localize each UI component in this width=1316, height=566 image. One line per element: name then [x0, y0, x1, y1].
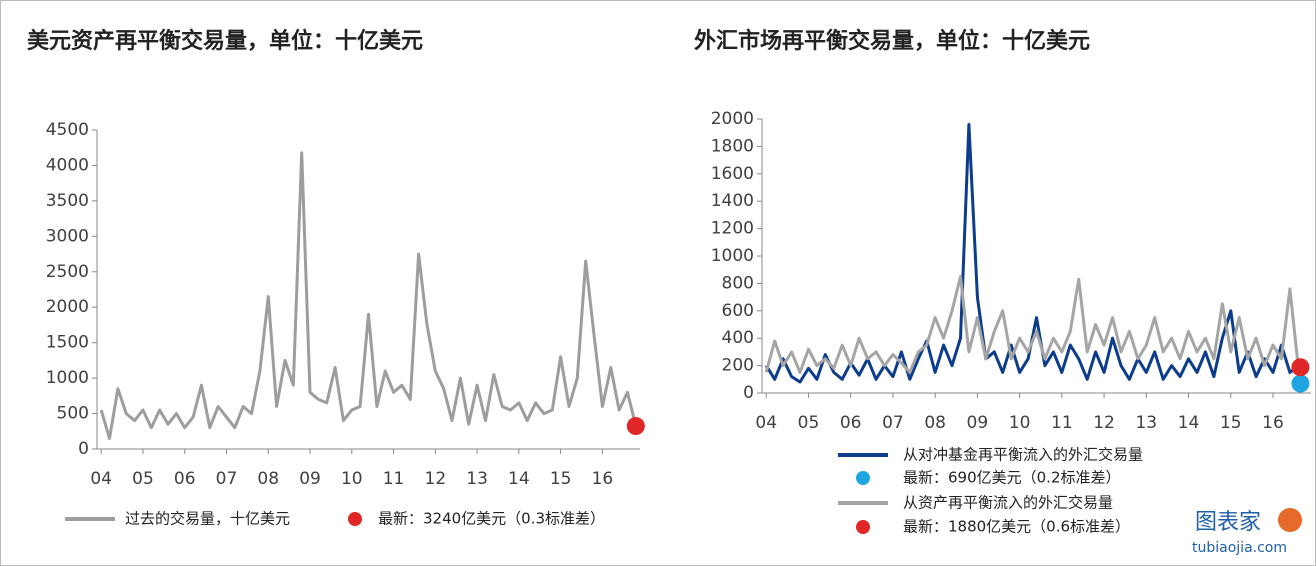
y-tick-label: 2000 [46, 297, 89, 317]
y-tick-label: 600 [722, 301, 754, 321]
latest-point [1291, 374, 1310, 393]
latest-point [1291, 358, 1310, 377]
y-tick-label: 1500 [46, 333, 89, 353]
legend-label: 从对冲基金再平衡流入的外汇交易量 [903, 446, 1143, 464]
y-tick-label: 1600 [711, 164, 754, 184]
y-tick-label: 800 [722, 273, 754, 293]
y-tick-label: 1800 [711, 136, 754, 156]
y-tick-label: 1200 [711, 219, 754, 239]
y-tick-label: 0 [743, 383, 754, 403]
y-tick-label: 3000 [46, 226, 89, 246]
x-tick-label: 07 [216, 469, 238, 489]
watermark-url: tubiaojia.com [1192, 540, 1287, 556]
legend-label: 从资产再平衡流入的外汇交易量 [903, 494, 1113, 512]
x-tick-label: 13 [1135, 413, 1157, 433]
x-tick-label: 07 [882, 413, 904, 433]
x-tick-label: 06 [840, 413, 862, 433]
x-tick-label: 15 [1220, 413, 1242, 433]
x-tick-label: 14 [508, 469, 530, 489]
legend-label: 最新：3240亿美元（0.3标准差） [378, 510, 605, 528]
x-tick-label: 15 [550, 469, 572, 489]
data-line [99, 151, 638, 440]
y-tick-label: 2500 [46, 262, 89, 282]
x-tick-label: 12 [1093, 413, 1115, 433]
x-tick-label: 13 [466, 469, 488, 489]
y-tick-label: 200 [722, 356, 754, 376]
chart-title: 外汇市场再平衡交易量，单位：十亿美元 [694, 28, 1090, 54]
x-tick-label: 12 [425, 469, 447, 489]
y-tick-label: 400 [722, 328, 754, 348]
x-tick-label: 08 [257, 469, 279, 489]
legend-swatch [856, 471, 870, 485]
x-tick-label: 10 [1009, 413, 1031, 433]
chart-title: 美元资产再平衡交易量，单位：十亿美元 [27, 28, 423, 54]
x-tick-label: 16 [1262, 413, 1284, 433]
watermark-logo [1278, 508, 1302, 532]
y-tick-label: 2000 [711, 109, 754, 129]
y-tick-label: 1000 [46, 368, 89, 388]
y-tick-label: 4500 [46, 120, 89, 140]
x-tick-label: 08 [924, 413, 946, 433]
legend-swatch [856, 520, 870, 534]
legend-swatch [348, 512, 362, 526]
x-tick-label: 09 [967, 413, 989, 433]
x-tick-label: 16 [592, 469, 614, 489]
x-tick-label: 11 [1051, 413, 1073, 433]
y-tick-label: 1400 [711, 191, 754, 211]
x-tick-label: 10 [341, 469, 363, 489]
x-tick-label: 05 [132, 469, 154, 489]
y-tick-label: 1000 [711, 246, 754, 266]
latest-point [626, 417, 645, 436]
watermark-brand: 图表家 [1195, 510, 1261, 535]
data-line [764, 275, 1300, 374]
y-tick-label: 3500 [46, 191, 89, 211]
x-tick-label: 09 [299, 469, 321, 489]
y-tick-label: 500 [57, 404, 89, 424]
x-tick-label: 11 [383, 469, 405, 489]
y-tick-label: 0 [78, 439, 89, 459]
legend-label: 最新：1880亿美元（0.6标准差） [903, 518, 1130, 536]
legend-label: 最新：690亿美元（0.2标准差） [903, 469, 1121, 487]
x-tick-label: 04 [755, 413, 777, 433]
x-tick-label: 05 [798, 413, 820, 433]
y-tick-label: 4000 [46, 155, 89, 175]
x-tick-label: 14 [1178, 413, 1200, 433]
x-tick-label: 06 [174, 469, 196, 489]
x-tick-label: 04 [90, 469, 112, 489]
legend-label: 过去的交易量，十亿美元 [125, 510, 290, 528]
